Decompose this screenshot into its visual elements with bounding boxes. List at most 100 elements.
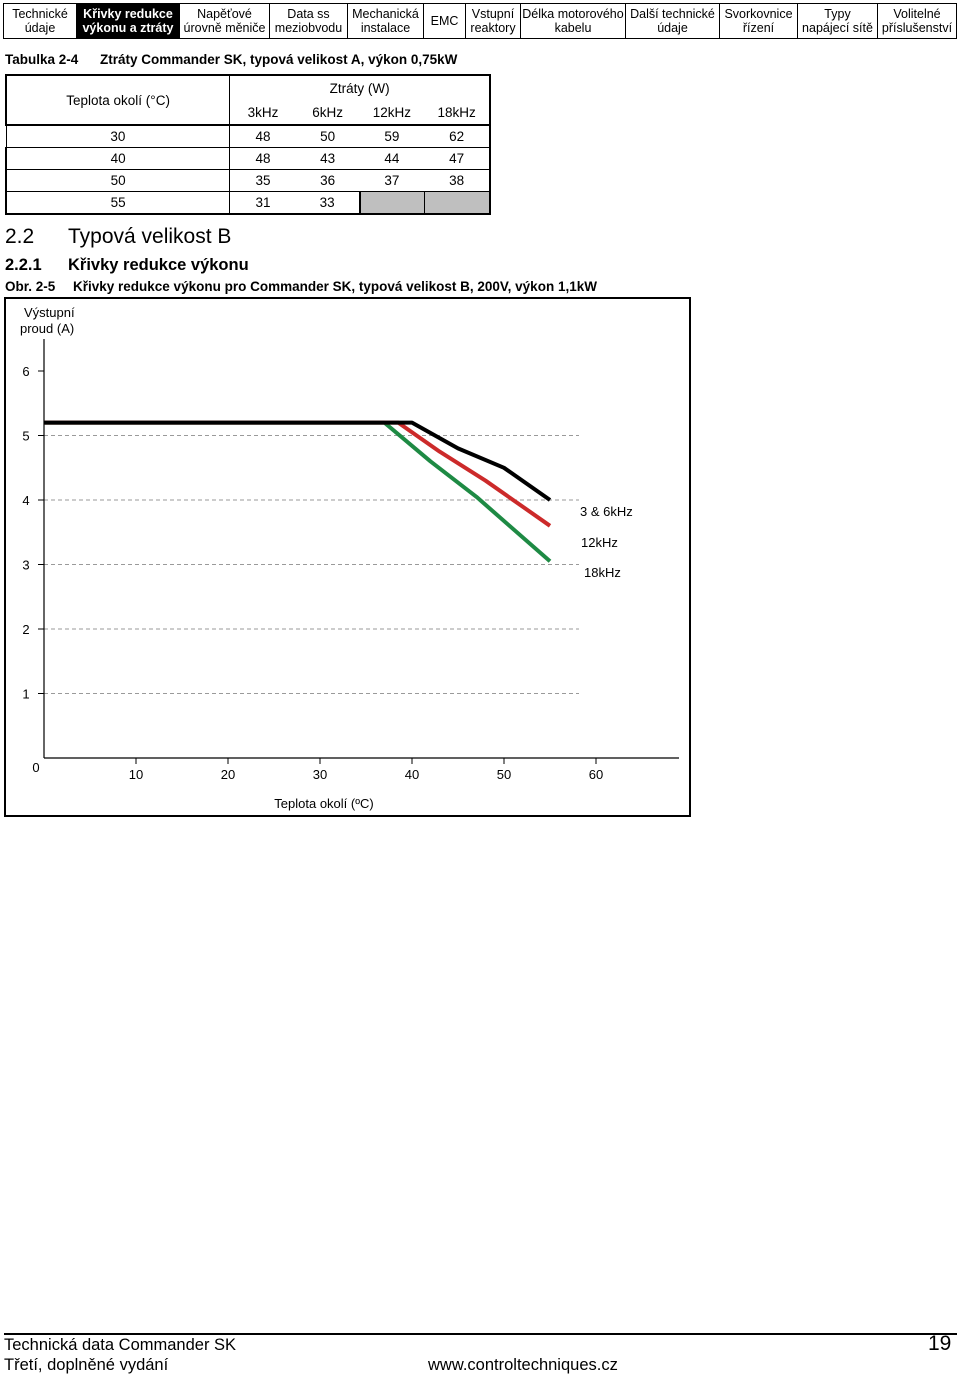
chart-series-label: 3 & 6kHz: [580, 504, 633, 519]
chart-x-tick-label: 60: [589, 767, 603, 782]
footer-edition: Třetí, doplněné vydání: [4, 1356, 169, 1374]
table-caption-number: Tabulka 2-4: [5, 52, 79, 67]
table-row: 50 35 36 37 38: [5, 169, 491, 192]
chart-x-axis-label: Teplota okolí (ºC): [274, 796, 373, 811]
nav-tab-line1: Svorkovnice: [724, 7, 793, 21]
nav-tab-krivky-redukce[interactable]: Křivky redukce výkonu a ztráty: [77, 4, 180, 38]
table-cell: 47: [424, 147, 491, 170]
chart-series-line: [44, 420, 552, 563]
nav-tab-line1: EMC: [430, 14, 459, 28]
chart-plot: 0 1 2 3 4 5 6 10 20 30 40 50 60 Teplota okolí (ºC) 3 &…: [22, 339, 679, 811]
footer-rule: [4, 1333, 957, 1335]
chart-ylabel-line2: proud (A): [20, 321, 75, 336]
footer-url[interactable]: www.controltechniques.cz: [428, 1356, 618, 1374]
nav-tab-line2: kabelu: [554, 21, 592, 35]
nav-tab-line1: Data ss: [287, 7, 330, 21]
nav-tab-emc[interactable]: EMC: [424, 4, 466, 38]
nav-tab-mechanicka-instalace[interactable]: Mechanická instalace: [348, 4, 424, 38]
nav-tab-svorkovnice-rizeni[interactable]: Svorkovnice řízení: [720, 4, 798, 38]
nav-tab-delka-kabelu[interactable]: Délka motorového kabelu: [521, 4, 626, 38]
chart-x-tick-label: 30: [313, 767, 327, 782]
chart-series-label: 12kHz: [581, 535, 618, 550]
nav-tab-line2: úrovně měniče: [183, 21, 266, 35]
chart-y-tick-label: 4: [22, 493, 29, 508]
chart-y-tick-label: 3: [22, 558, 29, 573]
nav-tab-line1: Křivky redukce: [83, 7, 173, 21]
table-cell: 48: [229, 147, 296, 170]
chart-series-line: [44, 420, 552, 502]
chart-y-tick-label: 0: [32, 760, 39, 775]
chart-y-tick-label: 6: [22, 364, 29, 379]
table-cell: 50: [320, 129, 336, 144]
table-row: 30 48 50 59 62: [5, 125, 491, 148]
section-heading-text: Typová velikost B: [68, 225, 232, 248]
nav-tab-line2: napájecí sítě: [802, 21, 873, 35]
table-cell: 43: [295, 147, 360, 170]
table-row: 55 31 33: [5, 191, 491, 215]
nav-tab-line1: Délka motorového: [522, 7, 624, 21]
nav-tab-line1: Mechanická: [352, 7, 419, 21]
nav-tab-line2: příslušenství: [881, 21, 953, 35]
nav-tab-volitelne-prislusenstvi[interactable]: Volitelné příslušenství: [878, 4, 956, 38]
figure-caption-text: Křivky redukce výkonu pro Commander SK, …: [73, 279, 597, 294]
nav-tab-line1: Napěťové: [197, 7, 252, 21]
nav-tab-napetove-urovne[interactable]: Napěťové úrovně měniče: [180, 4, 270, 38]
table-caption-text: Ztráty Commander SK, typová velikost A, …: [100, 52, 458, 67]
subsection-heading-number: 2.2.1: [5, 256, 42, 274]
nav-tab-line1: Další technické: [630, 7, 715, 21]
nav-tab-data-ss-meziobvodu[interactable]: Data ss meziobvodu: [270, 4, 348, 38]
subsection-heading: 2.2.1 Křivky redukce výkonu: [5, 256, 249, 275]
table-cell: 38: [424, 169, 491, 192]
table-cell-na: [424, 191, 491, 215]
table-cell: 37: [359, 169, 425, 192]
derating-chart: Výstupní proud (A) 0 1 2 3 4 5 6 10 20 30 40 50 60 Te…: [4, 297, 691, 817]
chart-ylabel-line1: Výstupní: [24, 305, 75, 320]
table-row: 40 48 43 44 47: [5, 147, 491, 170]
table-cell: 48: [255, 129, 271, 144]
chart-x-tick-label: 50: [497, 767, 511, 782]
chart-x-tick-label: 40: [405, 767, 419, 782]
loss-table: Teplota okolí (°C) Ztráty (W) 3kHz 6kHz …: [5, 74, 492, 215]
table-cell: 33: [295, 191, 360, 215]
table-header-losses: Ztráty (W): [229, 74, 492, 100]
nav-tab-vstupni-reaktory[interactable]: Vstupní reaktory: [466, 4, 521, 38]
table-header-temperature: Teplota okolí (°C): [5, 74, 231, 126]
table-cell: 44: [359, 147, 425, 170]
table-col-header: 18kHz: [424, 100, 491, 126]
table-cell-temp: 30: [5, 125, 231, 148]
chart-x-tick-label: 10: [129, 767, 143, 782]
nav-tab-line2: řízení: [742, 21, 775, 35]
table-cell: 31: [229, 191, 296, 215]
nav-tab-line1: Volitelné: [893, 7, 941, 21]
table-col-header: 3kHz: [229, 100, 296, 126]
chart-y-tick-label: 1: [22, 687, 29, 702]
nav-tab-line1: Vstupní: [471, 7, 515, 21]
nav-tab-technicke-udaje[interactable]: Technické údaje: [4, 4, 77, 38]
table-cell: 36: [295, 169, 360, 192]
nav-tab-line2: údaje: [24, 21, 56, 35]
table-cell-na: [358, 191, 425, 215]
table-cell: 62: [424, 125, 491, 148]
section-heading-number: 2.2: [5, 225, 35, 248]
nav-tab-line1: Technické: [12, 7, 68, 21]
table-cell: 59: [384, 129, 400, 144]
subsection-heading-text: Křivky redukce výkonu: [68, 256, 249, 274]
nav-tab-line1: Typy: [824, 7, 851, 21]
section-heading: 2.2 Typová velikost B: [5, 225, 231, 249]
chart-y-tick-label: 5: [22, 429, 29, 444]
table-caption: Tabulka 2-4 Ztráty Commander SK, typová v…: [5, 52, 457, 67]
table-cell-temp: 50: [5, 169, 231, 192]
table-col-header: 12kHz: [359, 100, 425, 126]
nav-tab-dalsi-technicke-udaje[interactable]: Další technické údaje: [626, 4, 720, 38]
nav-tab-line2: instalace: [360, 21, 411, 35]
table-col-header: 6kHz: [295, 100, 360, 126]
footer-page-number: 19: [928, 1332, 952, 1355]
chart-x-tick-label: 20: [221, 767, 235, 782]
table-cell-temp: 40: [5, 147, 231, 170]
table-cell: 35: [229, 169, 296, 192]
figure-caption: Obr. 2-5 Křivky redukce výkonu pro Comman…: [5, 279, 597, 294]
section-nav-bar: Technické údaje Křivky redukce výkonu a …: [3, 3, 957, 39]
nav-tab-typy-napajeci-site[interactable]: Typy napájecí sítě: [798, 4, 878, 38]
chart-y-tick-label: 2: [22, 622, 29, 637]
figure-caption-number: Obr. 2-5: [5, 279, 56, 294]
